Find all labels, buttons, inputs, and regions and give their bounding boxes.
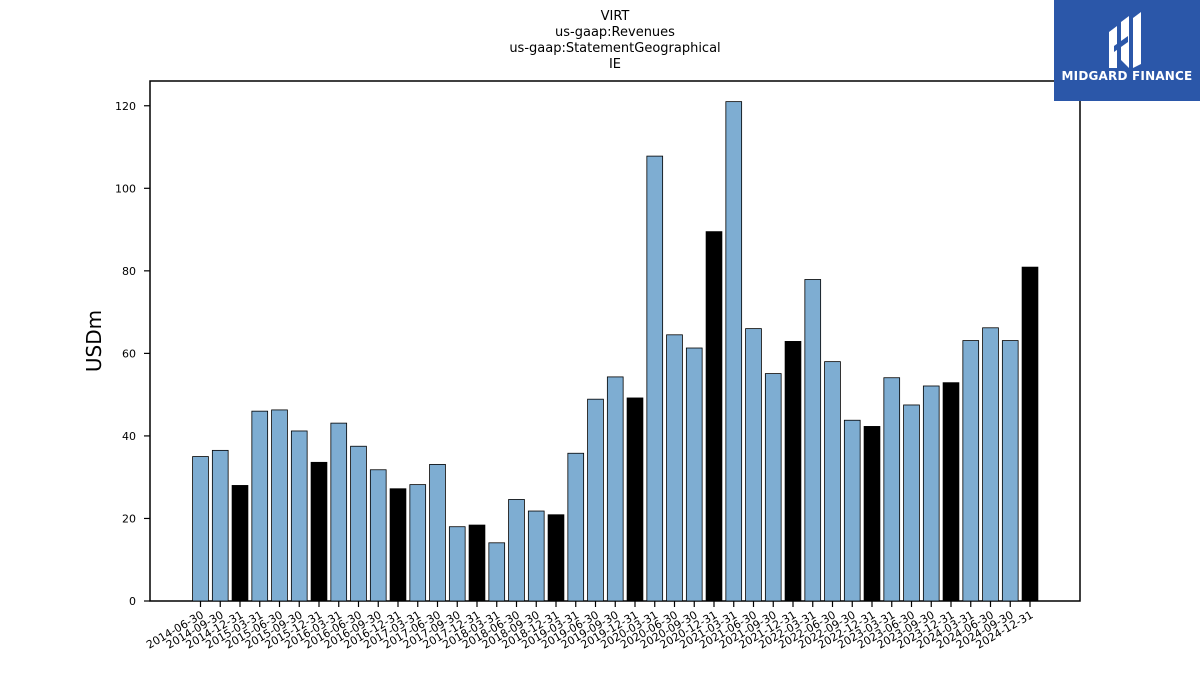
bar-2016-12-31 [389, 488, 407, 602]
y-axis-label: USDm [82, 310, 106, 372]
chart-title-line: us-gaap:Revenues [555, 25, 675, 40]
x-axis: 2014-06-302014-09-302014-12-312015-03-31… [144, 601, 1036, 652]
bar-2024-09-30 [1001, 340, 1019, 602]
bar-2017-06-30 [429, 463, 446, 602]
y-tick-label: 80 [122, 265, 136, 278]
bar-2015-03-31 [251, 410, 269, 602]
bar-2022-09-30 [843, 419, 861, 602]
bar-2018-12-31 [547, 514, 565, 602]
bar-2019-09-30 [606, 376, 624, 602]
y-tick-label: 60 [122, 347, 136, 360]
chart-title: VIRTus-gaap:Revenuesus-gaap:StatementGeo… [509, 9, 720, 72]
bar-2016-06-30 [350, 445, 367, 602]
bar-2024-12-31 [1021, 266, 1039, 602]
bar-2016-03-31 [330, 422, 348, 602]
bars [192, 101, 1039, 602]
midgard-finance-logo: MIDGARD FINANCE [1054, 0, 1200, 101]
bar-2014-06-30 [192, 456, 209, 602]
bar-2018-03-31 [488, 542, 506, 602]
y-tick-label: 0 [129, 595, 136, 608]
bar-2022-03-31 [804, 279, 822, 602]
bar-2020-12-31 [705, 231, 723, 602]
bar-2023-09-30 [922, 385, 940, 602]
bar-2020-09-30 [685, 347, 703, 602]
bar-2015-12-31 [310, 461, 328, 602]
bar-2021-12-31 [784, 341, 802, 602]
bar-2019-12-31 [626, 397, 644, 602]
bar-2014-09-30 [211, 449, 229, 602]
bar-2024-03-31 [962, 340, 980, 602]
bar-2023-03-31 [883, 377, 901, 602]
bar-2017-09-30 [448, 526, 466, 602]
bar-2017-12-31 [468, 524, 486, 602]
bar-2021-06-30 [745, 328, 762, 602]
bar-2016-09-30 [369, 469, 387, 602]
bar-2019-03-31 [567, 452, 585, 602]
y-tick-label: 40 [122, 430, 136, 443]
y-tick-label: 20 [122, 512, 136, 525]
bar-2019-06-30 [587, 398, 604, 602]
bar-2015-09-30 [290, 430, 308, 602]
bar-2022-06-30 [824, 361, 841, 602]
bar-2015-06-30 [271, 409, 288, 602]
bar-2022-12-31 [863, 426, 881, 602]
bar-2020-03-31 [646, 155, 664, 602]
bar-2021-03-31 [725, 101, 743, 602]
bar-2023-12-31 [942, 382, 960, 602]
bar-2017-03-31 [409, 484, 427, 602]
bar-2021-09-30 [764, 373, 782, 602]
y-axis: 0 20 40 60 80 100 120 [115, 100, 150, 608]
logo-text: MIDGARD FINANCE [1061, 69, 1193, 83]
chart-title-line: VIRT [601, 9, 630, 24]
chart-title-line: IE [609, 57, 621, 72]
y-tick-label: 100 [115, 182, 136, 195]
midgard-logo-icon [1109, 12, 1141, 68]
bar-2020-06-30 [666, 334, 683, 602]
bar-2023-06-30 [903, 404, 920, 602]
chart-title-line: us-gaap:StatementGeographical [509, 41, 720, 56]
bar-2018-09-30 [527, 510, 545, 602]
bar-2014-12-31 [231, 485, 249, 602]
y-tick-label: 120 [115, 100, 136, 113]
bar-2018-06-30 [508, 499, 525, 602]
bar-2024-06-30 [982, 327, 999, 602]
